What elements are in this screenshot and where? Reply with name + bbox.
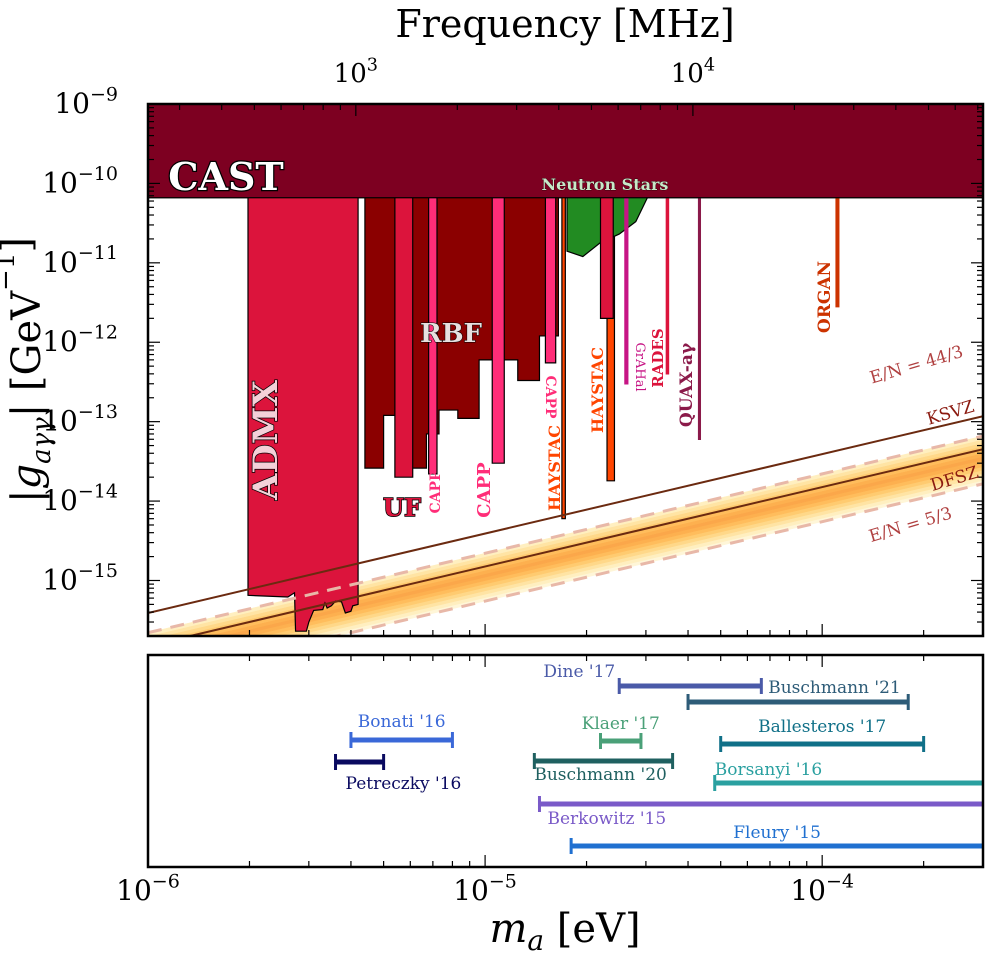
label-organ: ORGAN [815, 261, 835, 333]
label-admx: ADMX [246, 379, 286, 501]
label-neutron-stars: Neutron Stars [542, 175, 669, 194]
label-capp: CAPP [428, 470, 444, 514]
label-capp: CAPP [474, 462, 495, 518]
lower-plot-area [146, 653, 985, 869]
y-tick-label: 10−12 [42, 322, 118, 359]
range-label-bonati-16: Bonati '16 [358, 712, 446, 732]
main-plot-area [146, 102, 985, 638]
label-uf: UF [383, 493, 421, 522]
theory-line-e-n-44-3 [148, 434, 983, 635]
exclusion-regions [148, 104, 983, 632]
exclusion-haystac [561, 104, 566, 520]
x-tick-label: 10−5 [453, 870, 517, 907]
range-label-buschmann-20: Buschmann '20 [534, 765, 667, 785]
top-tick-label: 104 [671, 55, 715, 89]
theory-line-e-n-5-3 [330, 482, 983, 636]
range-label-berkowitz-15: Berkowitz '15 [547, 809, 666, 829]
x-tick-label: 10−4 [790, 870, 854, 907]
range-label-klaer-17: Klaer '17 [582, 714, 660, 734]
mass-prediction-ranges [334, 678, 983, 854]
label-capp: CAPP [542, 375, 558, 419]
band-strip [292, 473, 983, 636]
theory-line-dfsz [185, 448, 983, 636]
label-rades: RADES [649, 328, 667, 387]
label-grahal: GrAHal [632, 342, 647, 391]
label-quax-a: QUAX-aγ [677, 342, 697, 427]
range-label-buschmann-21: Buschmann '21 [768, 678, 901, 698]
range-label-borsanyi-16: Borsanyi '16 [715, 760, 822, 780]
lower-axis-ticks [147, 655, 925, 867]
label-haystac: HAYSTAC [545, 425, 564, 511]
theory-lines [148, 415, 983, 636]
label-cast: CAST [168, 154, 283, 199]
range-label-dine-17: Dine '17 [543, 662, 615, 682]
theory-line-ksvz [148, 415, 983, 614]
range-label-fleury-15: Fleury '15 [733, 823, 821, 843]
range-label-petreczky-16: Petreczky '16 [346, 774, 462, 794]
x-tick-label: 10−6 [116, 870, 180, 907]
y-tick-label: 10−10 [42, 163, 118, 200]
exclusion-cast-top [148, 104, 983, 199]
y-tick-label: 10−9 [54, 83, 118, 120]
y-axis-title: |gaγγ| [GeV−1] [0, 237, 57, 503]
main-plot-frame [146, 102, 985, 638]
lower-plot-frame [146, 653, 985, 869]
range-label-ballesteros-17: Ballesteros '17 [758, 717, 886, 737]
y-tick-label: 10−13 [42, 401, 118, 438]
top-tick-label: 103 [334, 55, 378, 89]
x-axis-title: ma [eV] [489, 906, 640, 957]
y-tick-label: 10−15 [42, 560, 118, 597]
main-axis-ticks [147, 104, 983, 637]
label-rbf: RBF [420, 319, 483, 349]
y-tick-label: 10−11 [42, 242, 118, 279]
top-axis-title: Frequency [MHz] [395, 2, 734, 46]
label-haystac: HAYSTAC [588, 347, 607, 433]
y-tick-label: 10−14 [42, 480, 118, 517]
